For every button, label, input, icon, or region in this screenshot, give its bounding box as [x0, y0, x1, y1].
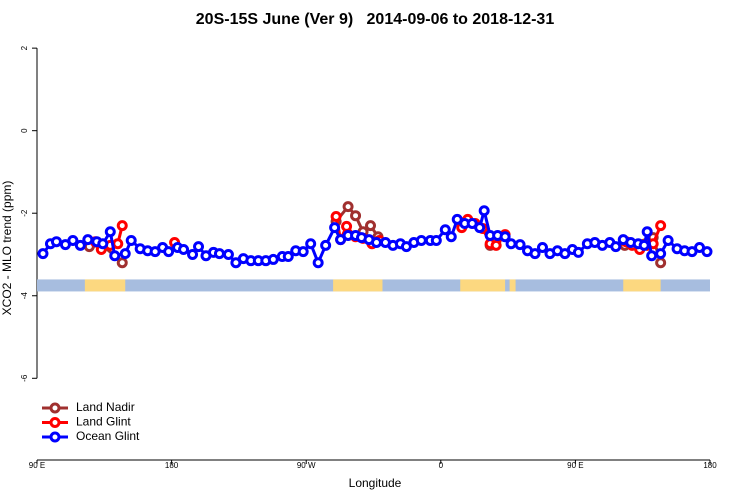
data-point: [112, 238, 124, 250]
legend-marker: [49, 431, 61, 443]
land-band: [509, 279, 516, 292]
x-tick-label: 0: [439, 461, 444, 470]
data-point: [342, 201, 354, 213]
data-point: [370, 237, 382, 249]
data-point: [116, 220, 128, 232]
data-point: [267, 253, 279, 265]
data-point: [305, 238, 317, 250]
legend-label: Land Nadir: [76, 400, 135, 414]
legend-marker: [49, 417, 61, 428]
data-point: [638, 239, 650, 251]
data-point: [572, 246, 584, 258]
data-point: [655, 248, 667, 260]
data-point: [222, 248, 234, 260]
land-band: [84, 279, 126, 292]
data-point: [505, 238, 517, 250]
data-point: [514, 239, 526, 251]
x-axis-title: Longitude: [349, 476, 402, 490]
data-point: [415, 234, 427, 246]
data-point: [125, 234, 137, 246]
land-band: [460, 279, 506, 292]
land-band: [333, 279, 383, 292]
data-point: [312, 257, 324, 269]
y-tick-label: -2: [20, 209, 29, 217]
data-point: [163, 246, 175, 258]
data-point: [282, 251, 294, 263]
data-point: [178, 244, 190, 256]
y-tick-label: -4: [20, 292, 29, 300]
data-point: [119, 248, 131, 260]
data-point: [104, 226, 116, 238]
data-point: [187, 248, 199, 260]
legend-marker: [49, 402, 61, 414]
legend-label: Land Glint: [76, 415, 131, 429]
x-tick-label: 90 E: [29, 461, 45, 470]
data-point: [350, 210, 362, 222]
data-point: [109, 250, 121, 262]
x-tick-label: 180: [165, 461, 179, 470]
data-point: [82, 234, 94, 246]
chart-title: 20S-15S June (Ver 9) 2014-09-06 to 2018-…: [196, 11, 555, 28]
data-point: [37, 248, 49, 260]
data-point: [365, 220, 377, 232]
data-point: [646, 250, 658, 262]
data-point: [50, 236, 62, 248]
data-point: [430, 234, 442, 246]
data-point: [329, 222, 341, 234]
data-point: [536, 241, 548, 253]
data-point: [116, 257, 128, 269]
x-tick-label: 180: [703, 461, 717, 470]
data-point: [439, 224, 451, 236]
y-tick-label: 0: [20, 128, 29, 133]
legend-label: Ocean Glint: [76, 429, 140, 443]
data-point: [341, 220, 353, 232]
land-band: [623, 279, 661, 292]
data-point: [445, 231, 457, 243]
data-point: [701, 246, 713, 258]
data-point: [478, 205, 490, 217]
data-point: [297, 246, 309, 258]
data-point: [499, 231, 511, 243]
data-point: [655, 220, 667, 232]
y-tick-label: 2: [20, 45, 29, 50]
data-point: [610, 241, 622, 253]
data-point: [320, 239, 332, 251]
data-point: [213, 248, 225, 260]
data-point: [67, 234, 79, 246]
data-point: [529, 248, 541, 260]
data-point: [330, 211, 342, 223]
x-tick-label: 90 E: [567, 461, 583, 470]
y-tick-label: -6: [20, 374, 29, 382]
data-point: [74, 239, 86, 251]
data-point: [474, 222, 486, 234]
x-tick-label: 90 W: [297, 461, 316, 470]
data-point: [490, 239, 502, 251]
data-point: [193, 241, 205, 253]
data-point: [655, 257, 667, 269]
data-point: [97, 238, 109, 250]
data-point: [641, 226, 653, 238]
y-axis-title: XCO2 - MLO trend (ppm): [0, 181, 14, 316]
data-point: [662, 234, 674, 246]
